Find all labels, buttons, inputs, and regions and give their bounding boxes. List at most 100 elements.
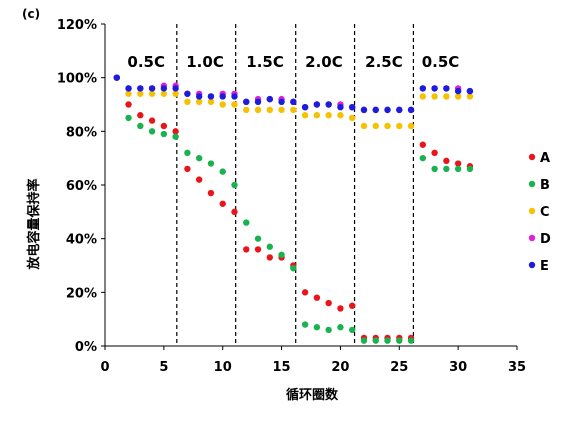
data-point: [407, 106, 415, 114]
data-point: [454, 93, 462, 100]
x-axis-title: 循环圈数: [286, 387, 339, 403]
data-point: [360, 122, 368, 130]
axes: 0% 20% 40% 60% 80% 100% 120% 0 5 10 15 20 25 30 35: [57, 18, 526, 375]
data-point: [125, 90, 132, 97]
data-point: [231, 101, 238, 108]
data-point: [360, 106, 368, 114]
rate-divider-layer: [176, 24, 415, 346]
series-b: [113, 74, 474, 344]
x-tick-label: 5: [159, 360, 168, 375]
data-point: [184, 165, 191, 173]
data-point: [148, 117, 156, 124]
data-point: [172, 128, 179, 135]
data-point: [337, 103, 344, 111]
legend-marker: [528, 180, 536, 188]
data-point: [243, 246, 250, 253]
data-point: [337, 112, 344, 119]
data-point: [266, 243, 273, 250]
data-point: [254, 246, 262, 253]
data-point: [325, 299, 332, 307]
data-point: [443, 85, 450, 92]
y-tick-label: 120%: [57, 18, 97, 33]
data-point: [466, 165, 474, 173]
data-point: [384, 122, 391, 130]
legend-label: D: [540, 232, 551, 247]
data-point: [290, 106, 297, 114]
series-a: [113, 74, 474, 342]
legend-marker: [528, 261, 536, 269]
data-point: [243, 98, 250, 106]
rate-label: 1.5C: [246, 53, 284, 71]
data-points-layer: [113, 74, 474, 344]
data-point: [254, 98, 262, 106]
data-point: [219, 101, 226, 108]
data-point: [148, 85, 156, 92]
data-point: [349, 114, 356, 122]
rate-label: 2.5C: [365, 53, 403, 71]
data-point: [431, 93, 438, 100]
data-point: [148, 128, 156, 135]
data-point: [254, 235, 262, 242]
data-point: [431, 149, 438, 156]
panel-label: (c): [22, 7, 40, 21]
rate-label: 0.5C: [127, 53, 165, 71]
data-point: [278, 251, 285, 258]
data-point: [443, 165, 450, 173]
legend-label: C: [540, 205, 550, 220]
data-point: [301, 289, 309, 296]
data-point: [266, 106, 273, 114]
legend-label: E: [540, 259, 549, 274]
data-point: [360, 337, 368, 344]
data-point: [207, 93, 215, 100]
data-point: [372, 122, 379, 130]
data-point: [172, 90, 179, 97]
data-point: [137, 85, 144, 92]
data-point: [443, 93, 450, 100]
data-point: [219, 168, 226, 175]
data-point: [325, 101, 332, 108]
data-point: [160, 122, 168, 130]
data-point: [207, 160, 215, 167]
data-point: [172, 85, 179, 92]
data-point: [419, 141, 427, 148]
y-axis-title: 放电容量保持率: [26, 178, 42, 270]
legend-label: B: [540, 178, 550, 193]
x-tick-label: 10: [214, 360, 232, 375]
data-point: [396, 122, 403, 130]
data-point: [172, 133, 179, 140]
data-point: [301, 112, 309, 119]
y-tick-label: 20%: [66, 286, 97, 301]
data-point: [125, 101, 132, 108]
x-tick-label: 35: [508, 360, 526, 375]
rate-label: 0.5C: [422, 53, 460, 71]
data-point: [313, 101, 321, 108]
data-point: [431, 165, 438, 173]
data-point: [184, 149, 191, 156]
x-tick-label: 25: [390, 360, 408, 375]
data-point: [454, 87, 462, 95]
data-point: [290, 264, 297, 272]
data-point: [219, 200, 226, 207]
x-tick-label: 15: [273, 360, 291, 375]
data-point: [325, 326, 332, 334]
legend-marker: [528, 234, 536, 242]
data-point: [384, 106, 391, 114]
data-point: [290, 98, 297, 106]
data-point: [384, 337, 391, 344]
data-point: [349, 103, 356, 111]
data-point: [372, 337, 379, 344]
data-point: [137, 112, 144, 119]
x-tick-label: 20: [331, 360, 349, 375]
data-point: [195, 176, 203, 183]
data-point: [137, 122, 144, 130]
data-point: [231, 93, 238, 100]
data-point: [195, 154, 203, 162]
rate-label: 2.0C: [305, 53, 343, 71]
data-point: [454, 165, 462, 173]
y-tick-label: 100%: [57, 72, 97, 87]
data-point: [349, 326, 356, 334]
data-point: [160, 130, 168, 138]
data-point: [243, 106, 250, 114]
data-point: [454, 160, 462, 167]
